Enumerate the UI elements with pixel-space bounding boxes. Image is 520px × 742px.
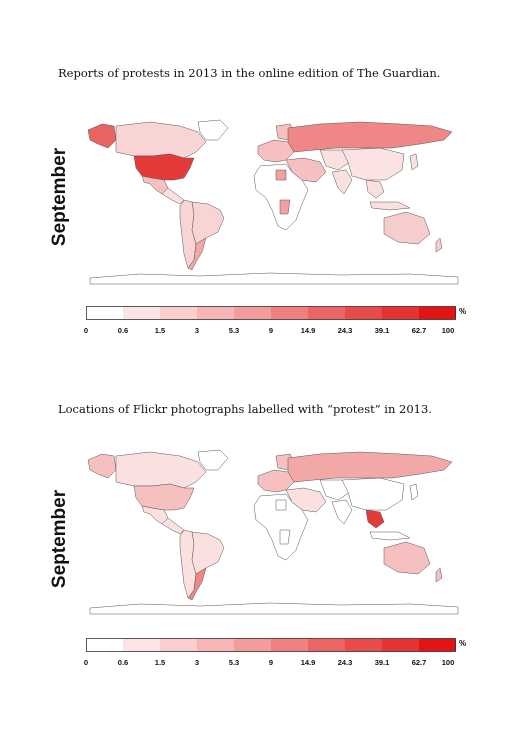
japan — [409, 153, 419, 171]
india — [331, 169, 353, 195]
legend-swatch — [419, 306, 456, 320]
legend-swatch — [234, 306, 271, 320]
russia — [287, 451, 453, 483]
brazil — [191, 201, 225, 245]
africa-highlight-south — [279, 199, 291, 215]
new-zealand — [435, 237, 443, 253]
japan — [409, 483, 419, 501]
alaska — [87, 453, 117, 479]
legend-tick-label: 0 — [83, 326, 89, 335]
legend-swatch — [308, 638, 345, 652]
argentina — [187, 567, 207, 601]
legend-tick-label: 62.7 — [411, 326, 427, 335]
legend-tick-label: 100 — [441, 658, 455, 667]
legend-tick-label: 3 — [194, 658, 200, 667]
legend-swatch — [419, 638, 456, 652]
panel-1-side-label: September — [49, 147, 70, 247]
legend-swatch — [197, 638, 234, 652]
panel-2-legend-unit: % — [459, 639, 467, 648]
legend-tick-label: 39.1 — [374, 326, 390, 335]
legend-swatch — [345, 306, 382, 320]
argentina — [187, 237, 207, 271]
legend-border — [86, 638, 456, 652]
india — [331, 499, 353, 525]
legend-swatch — [382, 306, 419, 320]
legend-swatch — [86, 638, 123, 652]
legend-tick-label: 39.1 — [374, 658, 390, 667]
indonesia — [369, 201, 411, 211]
legend-swatch — [86, 306, 123, 320]
canada — [115, 451, 207, 489]
central-asia — [319, 149, 351, 171]
legend-tick-label: 62.7 — [411, 658, 427, 667]
legend-swatch — [234, 638, 271, 652]
china — [341, 147, 405, 181]
panel-2-legend-bar — [86, 638, 456, 652]
central-america — [161, 517, 185, 535]
legend-tick-label: 5.3 — [228, 326, 240, 335]
legend-tick-label: 1.5 — [154, 658, 166, 667]
alaska — [87, 123, 117, 149]
africa-highlight-south — [279, 529, 291, 545]
australia — [383, 211, 431, 245]
legend-tick-label: 1.5 — [154, 326, 166, 335]
greenland — [197, 449, 229, 471]
africa — [253, 163, 309, 231]
panel-2-legend: % 0 0.6 1.5 3 5.3 9 14.9 24.3 39.1 62.7 100 — [83, 638, 467, 672]
legend-swatch — [197, 306, 234, 320]
legend-swatch — [160, 306, 197, 320]
legend-swatch — [308, 306, 345, 320]
australia — [383, 541, 431, 575]
legend-tick-label: 24.3 — [337, 658, 353, 667]
legend-swatch — [123, 638, 160, 652]
canada — [115, 121, 207, 159]
panel-1-title: Reports of protests in 2013 in the onlin… — [58, 66, 441, 80]
new-zealand — [435, 567, 443, 583]
panel-1-world-map — [87, 119, 459, 285]
panel-2-world-map — [87, 449, 459, 615]
legend-swatch — [382, 638, 419, 652]
legend-tick-label: 14.9 — [300, 326, 316, 335]
panel-1-legend-bar — [86, 306, 456, 320]
legend-tick-label: 0.6 — [117, 658, 129, 667]
legend-swatch — [271, 638, 308, 652]
africa-highlight-north — [275, 499, 287, 511]
legend-tick-label: 0 — [83, 658, 89, 667]
legend-swatch — [345, 638, 382, 652]
brazil — [191, 531, 225, 575]
se-asia — [365, 179, 385, 199]
antarctica — [89, 602, 459, 615]
legend-tick-label: 9 — [268, 326, 274, 335]
legend-border — [86, 306, 456, 320]
legend-tick-label: 14.9 — [300, 658, 316, 667]
legend-swatch — [123, 306, 160, 320]
legend-tick-label: 3 — [194, 326, 200, 335]
panel-2-side-label: September — [49, 489, 70, 589]
legend-swatch — [160, 638, 197, 652]
legend-tick-label: 24.3 — [337, 326, 353, 335]
panel-1-legend-unit: % — [459, 307, 467, 316]
china — [341, 477, 405, 511]
africa-highlight-north — [275, 169, 287, 181]
central-asia — [319, 479, 351, 501]
se-asia — [365, 509, 385, 529]
legend-tick-label: 9 — [268, 658, 274, 667]
legend-tick-label: 5.3 — [228, 658, 240, 667]
panel-2-title: Locations of Flickr photographs labelled… — [58, 402, 432, 416]
russia — [287, 121, 453, 153]
greenland — [197, 119, 229, 141]
central-america — [161, 187, 185, 205]
antarctica — [89, 272, 459, 285]
legend-swatch — [271, 306, 308, 320]
panel-1-legend: % 0 0.6 1.5 3 5.3 9 14.9 24.3 39.1 62.7 100 — [83, 306, 467, 340]
africa — [253, 493, 309, 561]
indonesia — [369, 531, 411, 541]
legend-tick-label: 100 — [441, 326, 455, 335]
legend-tick-label: 0.6 — [117, 326, 129, 335]
